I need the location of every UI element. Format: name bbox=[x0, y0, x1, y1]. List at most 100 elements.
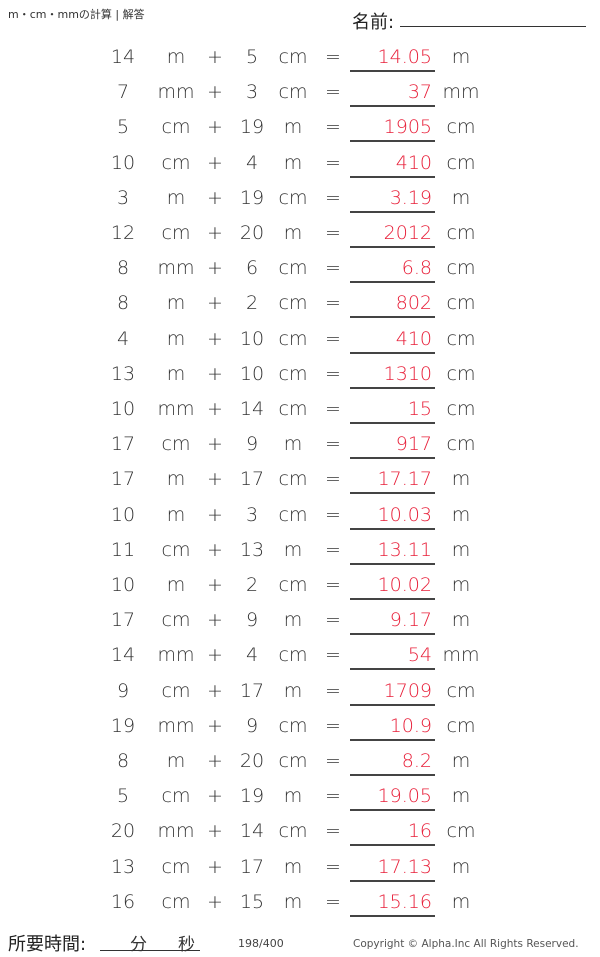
second-unit: cm bbox=[278, 398, 308, 420]
plus-sign: + bbox=[207, 222, 223, 244]
answer-underline bbox=[350, 633, 435, 636]
answer-unit: cm bbox=[446, 222, 476, 244]
second-unit: cm bbox=[278, 574, 308, 596]
first-number: 3 bbox=[116, 186, 130, 209]
answer-unit: m bbox=[451, 186, 471, 209]
first-unit: cm bbox=[161, 785, 191, 808]
equals-sign: = bbox=[325, 398, 341, 420]
second-number: 20 bbox=[239, 750, 265, 772]
second-number: 14 bbox=[239, 820, 265, 843]
problem-row: 5 cm +19 m = 1905 cm bbox=[0, 112, 600, 143]
first-number: 8 bbox=[116, 257, 130, 280]
answer-underline bbox=[350, 70, 435, 72]
second-unit: cm bbox=[278, 46, 308, 68]
equals-sign: = bbox=[325, 679, 341, 702]
second-number: 15 bbox=[239, 890, 265, 913]
first-number: 5 bbox=[116, 116, 130, 139]
answer: 13.11 bbox=[377, 538, 432, 561]
second-unit: m bbox=[283, 609, 303, 632]
plus-sign: + bbox=[207, 81, 223, 104]
second-number: 6 bbox=[245, 257, 259, 280]
first-unit: mm bbox=[157, 398, 195, 420]
answer-unit: cm bbox=[446, 257, 476, 280]
second-unit: m bbox=[283, 890, 303, 913]
equals-sign: = bbox=[325, 257, 341, 280]
answer-unit: m bbox=[451, 538, 471, 561]
second-number: 4 bbox=[245, 644, 259, 667]
second-number: 3 bbox=[245, 81, 259, 104]
time-field[interactable] bbox=[100, 950, 200, 951]
second-unit: m bbox=[283, 151, 303, 174]
plus-sign: + bbox=[207, 257, 223, 280]
answer: 15.16 bbox=[377, 890, 432, 913]
answer: 410 bbox=[395, 151, 432, 174]
answer-unit: cm bbox=[446, 679, 476, 702]
plus-sign: + bbox=[207, 785, 223, 808]
first-unit: cm bbox=[161, 679, 191, 702]
second-unit: cm bbox=[278, 503, 308, 526]
equals-sign: = bbox=[325, 538, 341, 561]
answer: 410 bbox=[395, 327, 432, 350]
answer: 10.03 bbox=[377, 503, 432, 526]
answer-underline bbox=[350, 492, 435, 495]
second-number: 10 bbox=[239, 362, 265, 385]
problem-row: 13 m +10 cm = 1310 cm bbox=[0, 359, 600, 389]
first-number: 10 bbox=[110, 151, 136, 174]
first-unit: cm bbox=[161, 855, 191, 878]
name-field[interactable] bbox=[400, 26, 586, 27]
first-unit: mm bbox=[157, 644, 195, 667]
answer-underline bbox=[350, 140, 435, 143]
second-number: 9 bbox=[245, 714, 259, 737]
answer-underline bbox=[350, 703, 435, 706]
plus-sign: + bbox=[207, 398, 223, 420]
second-number: 17 bbox=[239, 679, 265, 702]
answer-underline bbox=[350, 105, 435, 108]
second-unit: cm bbox=[278, 186, 308, 209]
equals-sign: = bbox=[325, 785, 341, 808]
second-unit: m bbox=[283, 538, 303, 561]
equals-sign: = bbox=[325, 186, 341, 209]
problem-row: 8 m +20 cm = 8.2 m bbox=[0, 746, 600, 776]
equals-sign: = bbox=[325, 503, 341, 526]
plus-sign: + bbox=[207, 644, 223, 667]
problem-row: 9 cm +17 m = 1709 cm bbox=[0, 676, 600, 706]
second-unit: cm bbox=[278, 468, 308, 491]
problem-row: 7 mm +3 cm = 37 mm bbox=[0, 77, 600, 108]
second-unit: m bbox=[283, 433, 303, 456]
answer: 15 bbox=[407, 398, 432, 420]
second-unit: cm bbox=[278, 292, 308, 315]
first-unit: mm bbox=[157, 81, 195, 104]
first-unit: m bbox=[166, 362, 186, 385]
equals-sign: = bbox=[325, 609, 341, 632]
answer: 16 bbox=[407, 820, 432, 843]
answer-unit: m bbox=[451, 750, 471, 772]
worksheet-title: m・cm・mmの計算 | 解答 bbox=[8, 8, 145, 21]
answer-unit: cm bbox=[446, 433, 476, 456]
problem-row: 12 cm +20 m = 2012 cm bbox=[0, 218, 600, 248]
equals-sign: = bbox=[325, 327, 341, 350]
copyright: Copyright © Alpha.Inc All Rights Reserve… bbox=[353, 938, 579, 950]
first-number: 8 bbox=[116, 292, 130, 315]
first-number: 19 bbox=[110, 714, 136, 737]
problem-row: 13 cm +17 m = 17.13 m bbox=[0, 852, 600, 882]
answer-underline bbox=[350, 527, 435, 530]
first-number: 13 bbox=[110, 855, 136, 878]
answer: 1310 bbox=[383, 362, 432, 385]
answer: 19.05 bbox=[377, 785, 432, 808]
plus-sign: + bbox=[207, 574, 223, 596]
problem-row: 16 cm +15 m = 15.16 m bbox=[0, 887, 600, 917]
second-number: 14 bbox=[239, 398, 265, 420]
answer-underline bbox=[350, 668, 435, 671]
problem-row: 3 m +19 cm = 3.19 m bbox=[0, 183, 600, 213]
first-number: 16 bbox=[110, 890, 136, 913]
answer-underline bbox=[350, 281, 435, 284]
second-number: 2 bbox=[245, 292, 259, 315]
first-unit: m bbox=[166, 750, 186, 772]
first-unit: cm bbox=[161, 538, 191, 561]
second-number: 3 bbox=[245, 503, 259, 526]
equals-sign: = bbox=[325, 433, 341, 456]
first-number: 12 bbox=[110, 222, 136, 244]
answer: 14.05 bbox=[377, 46, 432, 68]
second-number: 20 bbox=[239, 222, 265, 244]
plus-sign: + bbox=[207, 46, 223, 68]
